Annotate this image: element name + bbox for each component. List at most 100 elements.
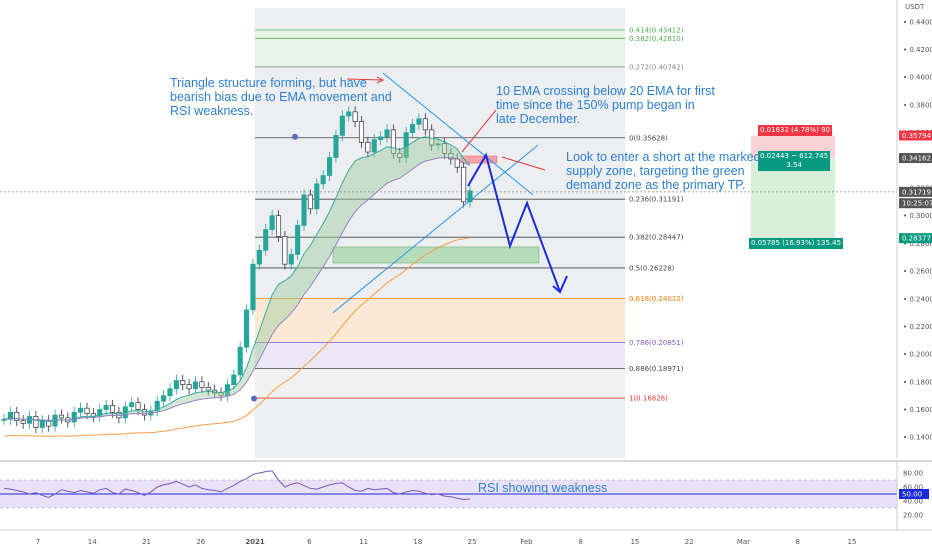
fib-label-4: 0.236(0.31191) [629, 196, 684, 204]
fib-zone-purple [255, 342, 625, 369]
candle-53 [339, 115, 345, 136]
ema-arrow [461, 109, 497, 153]
candle-17 [109, 405, 116, 413]
candle-58 [371, 139, 377, 153]
take-profit-label: 0.05785 (16.93%) 135.45 [749, 238, 844, 249]
candle-2 [14, 411, 20, 421]
rsi-tick-0: 80.00 [903, 470, 923, 478]
candle-49 [314, 183, 320, 210]
triangle-upper-line [382, 72, 534, 196]
candle-37 [237, 346, 243, 376]
candle-31 [199, 381, 205, 388]
price-tick-9: • 0.26000 [903, 268, 932, 276]
price-tag-3: 10:25:07 [902, 200, 932, 208]
candle-64 [409, 123, 416, 133]
candle-55 [352, 111, 358, 122]
rsi-tick-1: 60.00 [903, 484, 923, 492]
time-tick-9: Feb [520, 538, 533, 546]
candle-11 [71, 411, 77, 423]
candle-59 [378, 136, 384, 140]
candle-57 [365, 141, 371, 153]
take-profit-zone [751, 158, 835, 239]
projection-path [467, 152, 561, 293]
candle-12 [78, 407, 84, 413]
candle-27 [173, 380, 179, 390]
price-tag-bg-1 [899, 153, 932, 164]
candle-56 [358, 121, 365, 143]
candle-43 [275, 215, 282, 237]
time-tick-5: 6 [307, 538, 312, 546]
candle-50 [320, 175, 326, 185]
candle-61 [390, 129, 396, 154]
price-tick-7: • 0.30000 [903, 212, 932, 220]
entry-range-text: 0.02443 ~ 612.745 [760, 152, 829, 160]
currency-label: USDT [905, 3, 925, 11]
fib-label-2: 0.272(0.40742) [629, 63, 684, 71]
candle-47 [301, 194, 307, 226]
time-tick-13: Mar [737, 538, 750, 546]
price-tag-4: 0.28377 [902, 235, 931, 243]
time-tick-3: 26 [196, 538, 205, 546]
fib-label-1: 0.382(0.42810) [629, 35, 684, 43]
triangle-arrow [346, 78, 384, 81]
fib-zone-grey [255, 368, 625, 399]
supply-zone [460, 155, 498, 164]
fib-label-3: 0(0.35628) [629, 134, 668, 142]
price-tag-bg-2 [899, 186, 932, 197]
ema-10-line [3, 136, 471, 422]
price-tick-0: • 0.44000 [903, 18, 932, 26]
short-arrow [501, 156, 546, 171]
fib-label-9: 0.886(0.18971) [629, 365, 684, 373]
fib-label-0: 0.414(0.43412) [629, 26, 684, 34]
fib-label-5: 0.382(0.28447) [629, 234, 684, 242]
candle-73 [467, 190, 473, 203]
candle-32 [205, 387, 211, 391]
price-tick-10: • 0.24000 [903, 295, 932, 303]
time-tick-12: 22 [685, 538, 694, 546]
fib-label-6: 0.5(0.26228) [629, 264, 675, 272]
time-tick-11: 15 [630, 538, 639, 546]
price-tag-bg-4 [899, 233, 932, 244]
price-tag-0: 0.35794 [902, 132, 931, 140]
candle-38 [244, 309, 250, 348]
candle-6 [39, 420, 45, 428]
price-tick-1: • 0.42000 [903, 46, 932, 54]
time-tick-1: 14 [88, 538, 97, 546]
triangle-annotation: Triangle structure forming, but have bea… [170, 76, 392, 118]
ema-annotation: 10 EMA crossing below 20 EMA for first t… [496, 84, 715, 126]
price-tick-13: • 0.18000 [903, 378, 932, 386]
price-tick-14: • 0.16000 [903, 406, 932, 414]
price-tick-3: • 0.38000 [903, 101, 932, 109]
entry-label: 0.02443 ~ 612.745 3.54 [758, 151, 831, 171]
candle-46 [295, 225, 301, 255]
candle-26 [167, 388, 173, 397]
risk-reward-text: 3.54 [786, 161, 802, 169]
fib-label-7: 0.618(0.24010) [629, 295, 684, 303]
candle-52 [333, 135, 339, 158]
candle-9 [58, 414, 65, 419]
triangle-lower-line [332, 144, 539, 314]
rsi-tick-3: 20.00 [903, 512, 923, 520]
ema-long-line [3, 237, 471, 437]
candle-13 [84, 407, 90, 415]
rsi-level-tag: 50.00 [902, 491, 922, 499]
time-tick-0: 7 [36, 538, 40, 546]
candle-62 [397, 153, 403, 158]
time-tick-2: 21 [142, 538, 151, 546]
candle-4 [26, 416, 33, 424]
candle-21 [135, 402, 141, 410]
time-tick-8: 25 [468, 538, 477, 546]
price-tick-12: • 0.20000 [903, 351, 932, 359]
candle-70 [448, 153, 454, 160]
rsi-annotation: RSI showing weakness [478, 481, 608, 495]
candle-39 [250, 263, 256, 311]
fib-label-8: 0.786(0.20851) [629, 339, 684, 347]
candle-69 [441, 143, 448, 154]
candle-66 [422, 118, 428, 131]
candle-3 [20, 420, 26, 424]
fib-zone-green [255, 29, 625, 67]
candle-42 [269, 215, 275, 230]
candle-68 [435, 143, 441, 146]
